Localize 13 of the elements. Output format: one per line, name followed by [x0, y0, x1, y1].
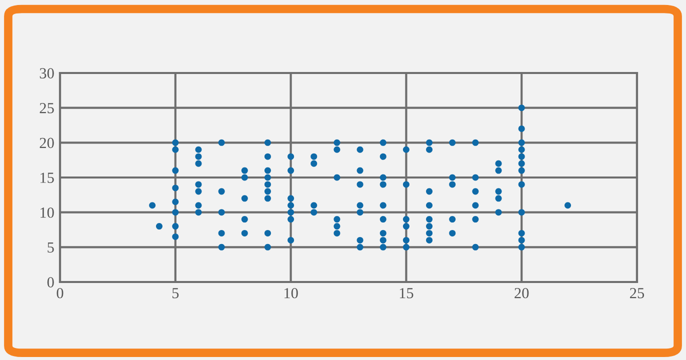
y-tick-label: 0: [47, 277, 54, 288]
x-tick-label: 25: [630, 288, 644, 298]
x-tick-label: 15: [400, 288, 414, 298]
x-tick-label: 0: [56, 288, 64, 298]
y-tick-label: 15: [40, 172, 54, 183]
y-tick-label: 25: [40, 103, 54, 114]
y-tick-label: 5: [48, 242, 54, 253]
y-tick-label: 20: [40, 138, 54, 148]
x-tick-label: 5: [172, 288, 179, 298]
x-tick-label: 20: [514, 288, 529, 298]
y-tick-label: 10: [40, 207, 54, 218]
y-tick-label: 30: [40, 68, 54, 78]
x-tick-label: 10: [284, 288, 298, 298]
